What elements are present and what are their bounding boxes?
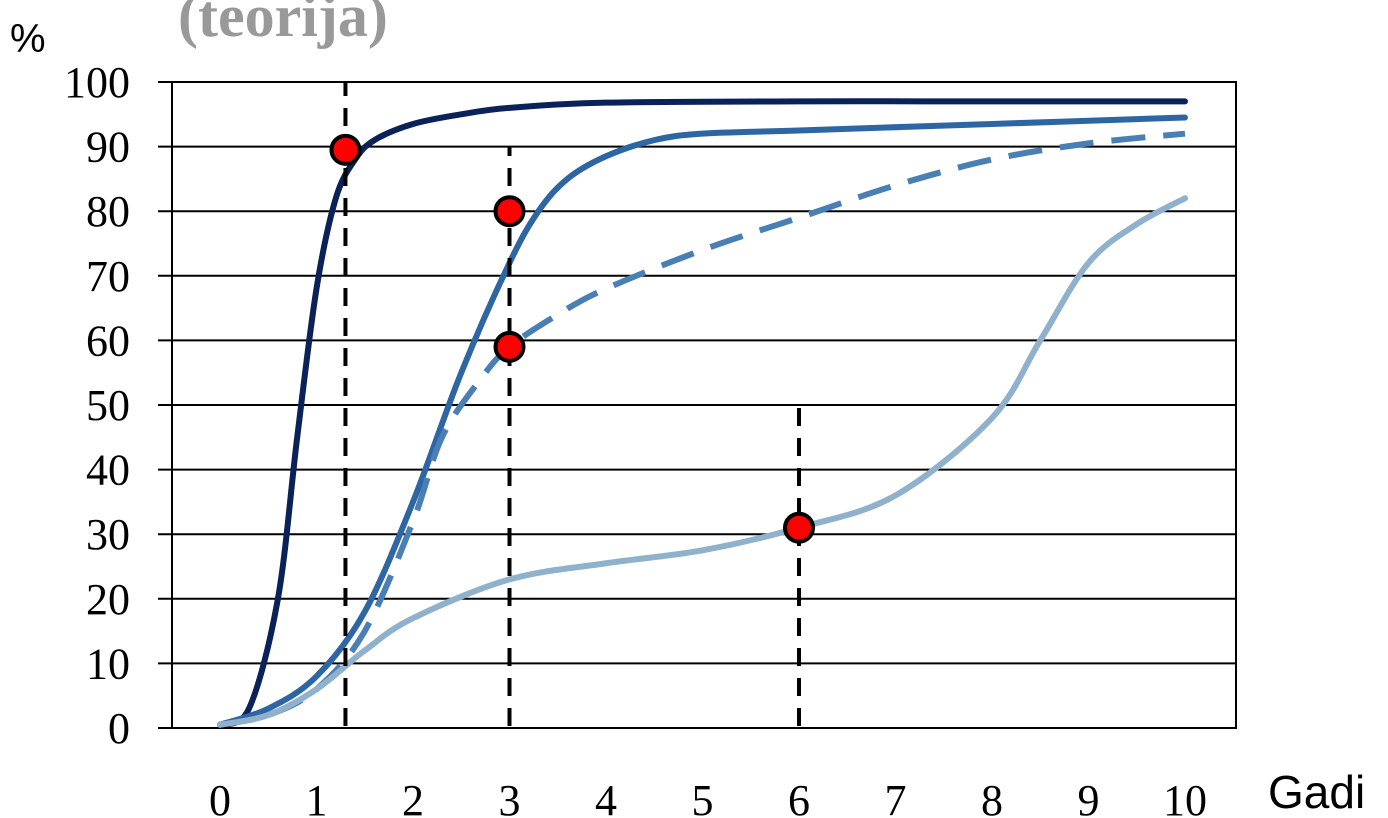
data-point-marker	[493, 330, 526, 363]
x-tick-label: 0	[209, 776, 231, 818]
x-tick-label: 9	[1078, 776, 1100, 818]
x-axis-label: Gadi	[1268, 766, 1365, 818]
y-tick-label: 50	[86, 381, 130, 430]
series-group	[217, 98, 1188, 728]
y-axis-label: %	[10, 17, 46, 61]
x-tick-label: 8	[981, 776, 1003, 818]
plot-area	[171, 81, 1237, 729]
x-tick-label: 4	[595, 776, 617, 818]
x-tick-label: 1	[306, 776, 328, 818]
marker-group	[329, 133, 815, 544]
series-line-4	[217, 195, 1188, 728]
x-tick-label: 3	[499, 776, 521, 818]
y-tick-label: 80	[86, 187, 130, 236]
x-tick-label: 6	[788, 776, 810, 818]
y-tick-label: 20	[86, 575, 130, 624]
y-tick-label: 60	[86, 316, 130, 365]
data-point-marker	[329, 133, 362, 166]
chart-title: (teorija)	[178, 0, 388, 49]
x-tick-labels: 0 1 2 3 4 5 6 7 8 9 10	[209, 776, 1207, 818]
y-tick-label: 90	[86, 123, 130, 172]
y-tick-label: 30	[86, 510, 130, 559]
x-tick-label: 10	[1163, 776, 1207, 818]
series-line-2	[217, 114, 1188, 728]
series-line-1	[217, 98, 1188, 728]
grid-lines	[158, 81, 1236, 729]
reference-lines	[343, 82, 801, 726]
series-line-3	[219, 130, 1186, 728]
x-tick-label: 2	[402, 776, 424, 818]
y-tick-label: 100	[64, 58, 130, 107]
data-point-marker	[783, 511, 815, 544]
y-tick-label: 10	[86, 639, 130, 688]
y-tick-labels: 0 10 20 30 40 50 60 70 80 90 100	[64, 58, 130, 753]
x-tick-label: 7	[885, 776, 907, 818]
data-point-marker	[493, 195, 526, 228]
x-tick-label: 5	[692, 776, 714, 818]
y-tick-label: 40	[86, 446, 130, 495]
y-tick-label: 70	[86, 252, 130, 301]
y-tick-label: 0	[108, 704, 130, 753]
